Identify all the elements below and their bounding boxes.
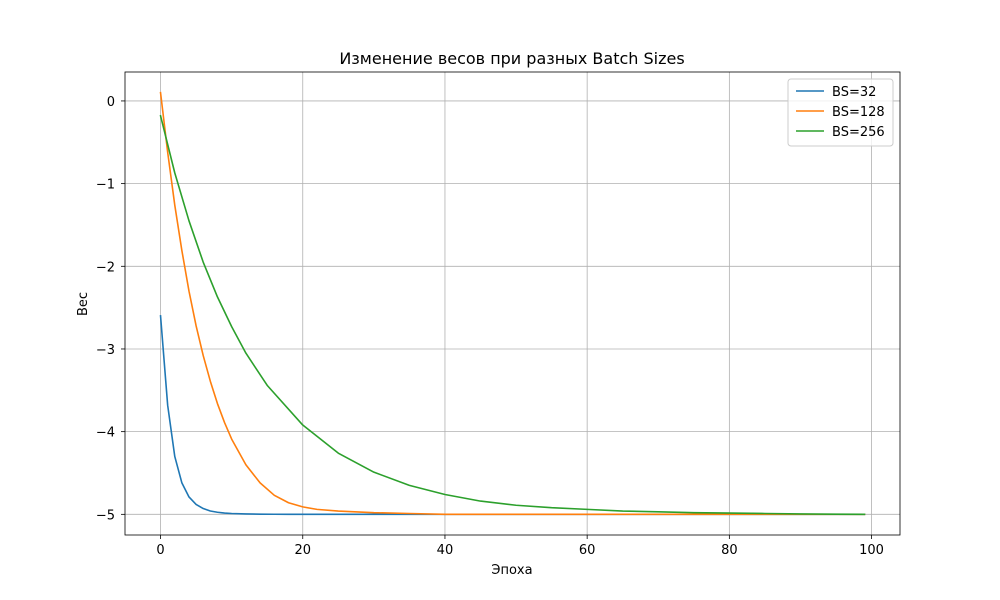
x-tick-label: 100 (859, 543, 884, 558)
legend-label: BS=32 (832, 85, 876, 100)
x-axis-label: Эпоха (491, 563, 532, 578)
y-axis-label: Вес (76, 292, 91, 316)
x-tick-label: 20 (294, 543, 311, 558)
legend-frame (787, 78, 894, 147)
series-line-bs-128 (159, 91, 866, 516)
plot-area-frame (124, 71, 901, 536)
x-tick-label: 60 (579, 543, 596, 558)
y-tick-label: −1 (96, 178, 115, 193)
x-tick-label: 0 (156, 543, 164, 558)
series-line-bs-256 (159, 114, 866, 516)
x-tick-label: 40 (437, 543, 454, 558)
y-tick-label: −4 (96, 426, 115, 441)
axis-ticks: 0 20 40 60 80 100 0 −1 −2 −3 −4 −5 (96, 95, 884, 558)
y-tick-label: −2 (96, 260, 115, 275)
legend: BS=32 BS=128 BS=256 (787, 78, 894, 147)
legend-label: BS=128 (832, 105, 885, 120)
chart-title: Изменение весов при разных Batch Sizes (339, 49, 684, 68)
y-tick-label: −3 (96, 343, 115, 358)
grid (125, 72, 900, 535)
series-group (159, 91, 866, 516)
y-tick-label: 0 (107, 95, 115, 110)
y-tick-label: −5 (96, 508, 115, 523)
x-tick-label: 80 (721, 543, 738, 558)
legend-label: BS=256 (832, 125, 885, 140)
